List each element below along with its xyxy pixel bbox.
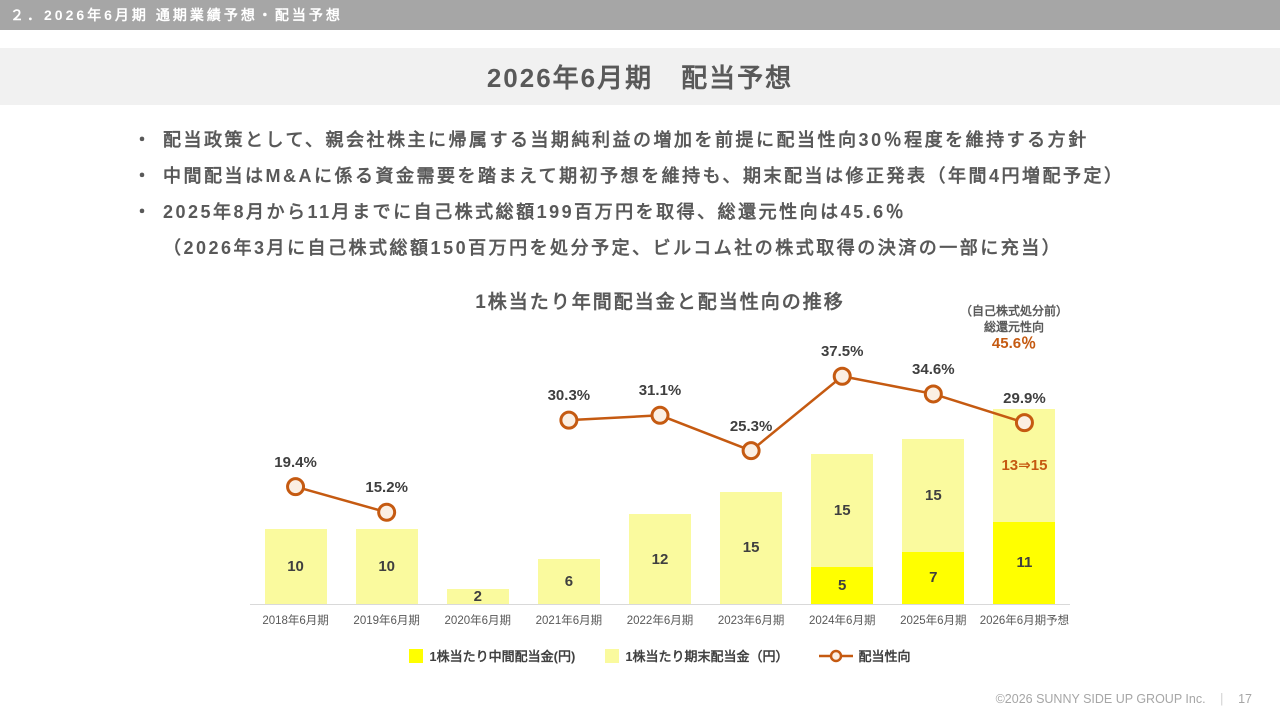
annotation-line2: 総還元性向 bbox=[983, 320, 1044, 334]
bar-segment: 12 bbox=[629, 514, 691, 604]
yearend-swatch bbox=[605, 648, 620, 663]
bullet-marker: ・ bbox=[133, 202, 154, 222]
bullet-marker: ・ bbox=[133, 166, 154, 186]
bullet-marker: ・ bbox=[133, 130, 154, 150]
copyright-text: ©2026 SUNNY SIDE UP GROUP Inc. bbox=[995, 691, 1206, 706]
category-label: 2020年6月期 bbox=[444, 615, 512, 627]
page-number: 17 bbox=[1238, 691, 1252, 706]
annotation-value: 45.6％ bbox=[991, 335, 1037, 352]
bar-value-label: 6 bbox=[564, 573, 574, 590]
category-label: 2024年6月期 bbox=[808, 615, 876, 627]
bar-value-label: 5 bbox=[838, 576, 847, 594]
bar-value-label: 10 bbox=[378, 558, 395, 575]
payout-ratio-label: 30.3% bbox=[547, 387, 591, 405]
line-marker bbox=[286, 477, 306, 497]
payout-ratio-label: 37.5% bbox=[820, 343, 864, 361]
buyback-annotation: （自己株式処分前） 総還元性向 45.6％ bbox=[950, 303, 1078, 352]
chart-plot: 10 10 2 6 12 15 5 15 7 15 11 13⇒15 19.4% 15.2% 30.3% 31… bbox=[250, 330, 1070, 605]
chart-categories: 2018年6月期 2019年6月期 2020年6月期 2021年6月期 2022年6月期… bbox=[250, 612, 1070, 628]
line-marker bbox=[559, 410, 579, 430]
bar-segment: 10 bbox=[355, 529, 418, 604]
bullet-item: （2026年3月に自己株式総額150百万円を処分予定、ビルコム社の株式取得の決済… bbox=[133, 234, 1193, 262]
category-label: 2018年6月期 bbox=[262, 615, 329, 627]
bar-value-label: 12 bbox=[651, 550, 669, 568]
chart-title: 1株当たり年間配当金と配当性向の推移 bbox=[475, 292, 845, 313]
bar-segment: 15 bbox=[811, 454, 874, 567]
category-label: 2023年6月期 bbox=[717, 615, 785, 627]
bullet-item: ・ 配当政策として、親会社株主に帰属する当期純利益の増加を前提に配当性向30％程… bbox=[133, 126, 1193, 154]
bullet-text: 配当政策として、親会社株主に帰属する当期純利益の増加を前提に配当性向30％程度を… bbox=[163, 130, 1089, 150]
legend-label-yearend: 1株当たり期末配当金（円） bbox=[625, 649, 789, 664]
payout-legend-glyph bbox=[818, 649, 853, 662]
bar-segment: 15 bbox=[902, 439, 965, 552]
bar-value-label: 2 bbox=[473, 588, 482, 605]
bar-value-label: 15 bbox=[833, 501, 851, 519]
line-marker bbox=[832, 366, 852, 386]
chart-legend: 1株当たり中間配当金(円) 1株当たり期末配当金（円） 配当性向 bbox=[250, 646, 1070, 665]
bar-segment: 15 bbox=[720, 491, 783, 604]
annotation-line1: （自己株式処分前） bbox=[959, 304, 1068, 318]
section-header-bar: ２．2026年6月期 通期業績予想・配当予想 bbox=[0, 0, 1280, 30]
footer: ©2026 SUNNY SIDE UP GROUP Inc. ｜ 17 bbox=[996, 689, 1252, 708]
bullet-marker bbox=[133, 234, 163, 262]
bullet-item: ・ 中間配当はM&Aに係る資金需要を踏まえて期初予想を維持も、期末配当は修正発表… bbox=[133, 162, 1193, 190]
payout-ratio-label: 15.2% bbox=[365, 479, 408, 497]
legend-item-interim-dividend: 1株当たり中間配当金(円) bbox=[409, 646, 575, 665]
bullet-text: （2026年3月に自己株式総額150百万円を処分予定、ビルコム社の株式取得の決済… bbox=[163, 238, 1063, 258]
bar-segment: 13⇒15 bbox=[993, 409, 1056, 522]
payout-ratio-label: 29.9% bbox=[1003, 389, 1046, 407]
bar-segment: 2 bbox=[446, 588, 509, 605]
payout-ratio-label: 34.6% bbox=[912, 360, 955, 378]
footer-separator: ｜ bbox=[1215, 693, 1229, 707]
title-band: 2026年6月期 配当予想 bbox=[0, 48, 1280, 105]
line-marker bbox=[650, 405, 670, 425]
bar-segment: 11 bbox=[993, 521, 1056, 604]
section-header-label: ２．2026年6月期 通期業績予想・配当予想 bbox=[10, 7, 343, 23]
bullet-text: 中間配当はM&Aに係る資金需要を踏まえて期初予想を維持も、期末配当は修正発表（年… bbox=[163, 166, 1125, 186]
bar-value-label: 13⇒15 bbox=[1001, 457, 1048, 475]
bullet-text: 2025年8月から11月までに自己株式総額199百万円を取得、総還元性向は45.… bbox=[163, 202, 907, 222]
bar-value-label: 11 bbox=[1016, 554, 1033, 572]
payout-ratio-label: 19.4% bbox=[274, 453, 317, 471]
legend-label-payout: 配当性向 bbox=[858, 649, 911, 664]
legend-label-interim: 1株当たり中間配当金(円) bbox=[429, 649, 576, 664]
bar-segment: 5 bbox=[811, 566, 874, 604]
category-label: 2019年6月期 bbox=[353, 615, 420, 627]
bar-segment: 7 bbox=[902, 551, 965, 604]
legend-item-yearend-dividend: 1株当たり期末配当金（円） bbox=[605, 646, 789, 665]
category-label: 2026年6月期予想 bbox=[979, 615, 1070, 627]
category-label: 2025年6月期 bbox=[900, 615, 967, 627]
legend-item-payout-ratio: 配当性向 bbox=[818, 646, 911, 665]
interim-swatch bbox=[409, 648, 424, 663]
line-marker bbox=[923, 384, 943, 404]
bar-value-label: 15 bbox=[924, 486, 942, 504]
bar-value-label: 7 bbox=[929, 569, 938, 587]
line-marker bbox=[741, 441, 761, 461]
line-marker bbox=[377, 502, 397, 522]
bullet-list: ・ 配当政策として、親会社株主に帰属する当期純利益の増加を前提に配当性向30％程… bbox=[133, 126, 1193, 270]
bullet-item: ・ 2025年8月から11月までに自己株式総額199百万円を取得、総還元性向は4… bbox=[133, 198, 1193, 226]
bar-segment: 10 bbox=[264, 529, 327, 604]
payout-ratio-label: 25.3% bbox=[729, 417, 773, 435]
bar-value-label: 15 bbox=[742, 539, 760, 557]
category-label: 2022年6月期 bbox=[626, 615, 694, 627]
category-label: 2021年6月期 bbox=[535, 615, 603, 627]
page-title: 2026年6月期 配当予想 bbox=[486, 63, 794, 93]
payout-ratio-label: 31.1% bbox=[638, 382, 682, 400]
bar-segment: 6 bbox=[537, 559, 600, 604]
bar-value-label: 10 bbox=[287, 558, 304, 575]
